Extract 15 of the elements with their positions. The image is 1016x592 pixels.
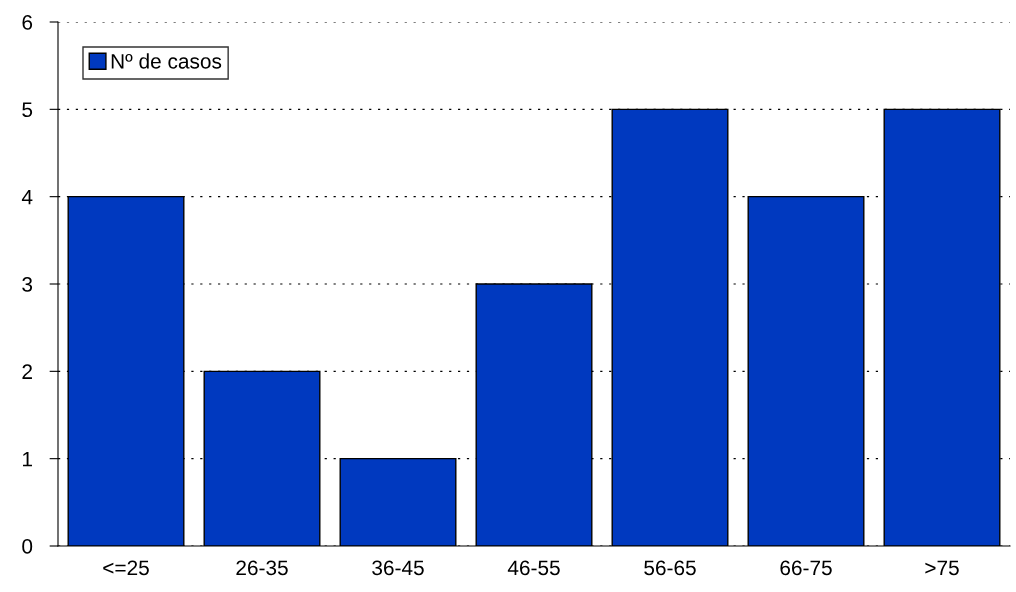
y-tick-label: 3 — [22, 277, 33, 292]
y-tick-label: 2 — [22, 364, 32, 379]
x-tick-label: 26-35 — [236, 560, 288, 576]
y-tick-label: 5 — [22, 102, 33, 118]
y-tick-label: 4 — [21, 189, 33, 205]
x-tick-label: 36-45 — [372, 560, 424, 576]
x-tick-label: 46-55 — [507, 560, 560, 576]
x-tick-label: >75 — [925, 560, 959, 576]
y-tick-label: 0 — [22, 539, 33, 554]
x-tick-label: <=25 — [103, 560, 149, 576]
x-tick-label: 66-75 — [780, 560, 832, 576]
y-tick-label: 6 — [22, 15, 33, 30]
x-tick-label: 56-65 — [644, 560, 696, 576]
y-tick-label: 1 — [23, 451, 32, 467]
legend-label: Nº de casos — [111, 53, 222, 69]
